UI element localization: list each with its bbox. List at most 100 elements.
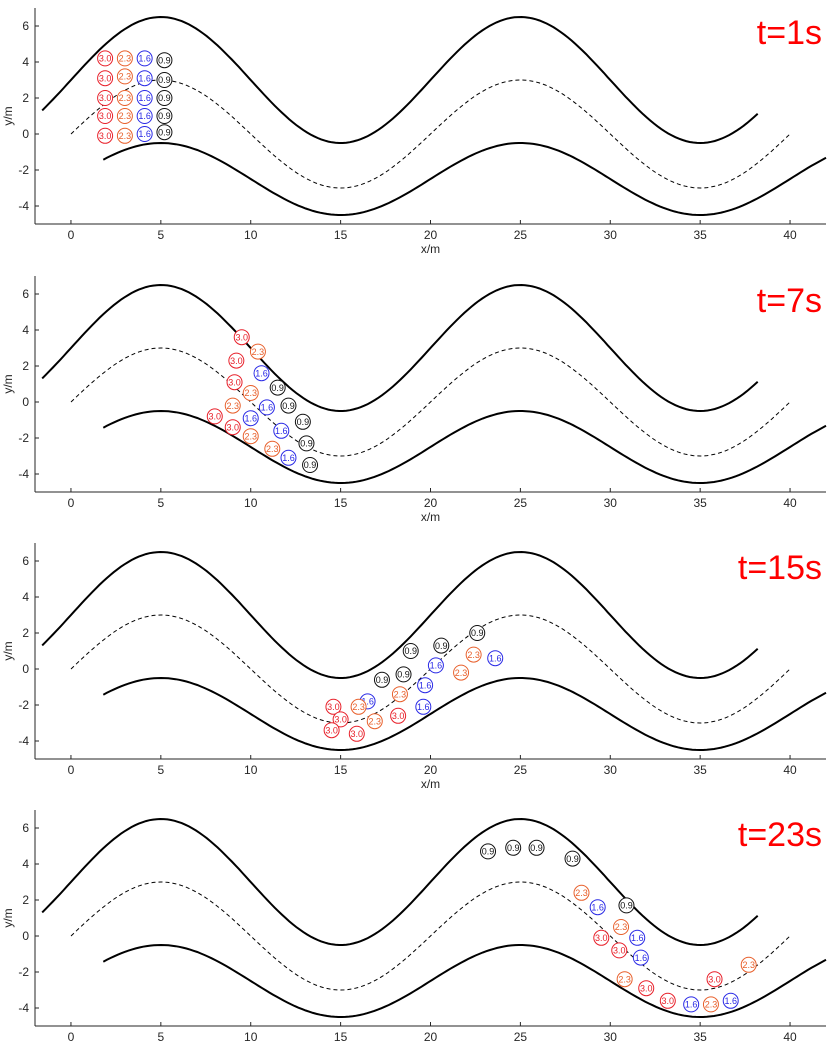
x-tick-label: 40 [783, 1030, 797, 1044]
y-tick-label: 0 [22, 395, 29, 409]
particle-label: 2.3 [266, 444, 279, 454]
particle-0-9: 0.9 [528, 839, 545, 856]
particle-label: 2.3 [244, 388, 257, 398]
y-axis-label: y/m [1, 106, 15, 125]
particle-0-9: 0.9 [156, 72, 173, 88]
particle-0-9: 0.9 [156, 90, 173, 106]
particle-marker [228, 352, 245, 369]
particle-0-9: 0.9 [480, 843, 497, 860]
centerline-dashed-curve [70, 79, 791, 189]
particle-label: 2.3 [455, 668, 468, 678]
particle-label: 0.9 [158, 93, 171, 103]
particle-1-6: 1.6 [589, 899, 606, 916]
particle-label: 0.9 [530, 843, 543, 853]
x-tick-label: 0 [68, 763, 75, 777]
x-tick-label: 20 [424, 496, 438, 510]
particle-3-0: 3.0 [706, 971, 723, 988]
particle-marker [136, 50, 153, 67]
particle-label: 1.6 [138, 129, 151, 139]
particle-2-3: 2.3 [740, 956, 757, 973]
time-label: t=1s [757, 14, 822, 52]
particle-marker [136, 126, 153, 142]
x-axis-label: x/m [421, 777, 440, 791]
particle-marker [233, 329, 250, 346]
x-tick-label: 25 [514, 1030, 528, 1044]
particle-label: 2.3 [615, 922, 628, 932]
particle-label: 0.9 [297, 417, 310, 427]
particle-1-6: 1.6 [253, 365, 270, 382]
y-tick-label: 6 [22, 554, 29, 568]
particle-label: 0.9 [620, 901, 633, 911]
x-tick-label: 40 [783, 496, 797, 510]
particle-label: 0.9 [300, 439, 313, 449]
particle-marker [415, 698, 432, 715]
particle-marker [616, 971, 633, 988]
y-tick-label: 4 [22, 55, 29, 69]
x-tick-label: 30 [604, 228, 618, 242]
particle-label: 3.0 [708, 974, 721, 984]
particle-0-9: 0.9 [564, 850, 581, 867]
particle-marker [226, 374, 243, 391]
x-tick-label: 5 [157, 228, 164, 242]
particle-label: 1.6 [282, 453, 295, 463]
x-tick-label: 0 [68, 228, 75, 242]
particle-label: 3.0 [325, 725, 338, 735]
particle-label: 1.6 [138, 73, 151, 83]
particle-label: 3.0 [351, 729, 364, 739]
particle-1-6: 1.6 [427, 657, 444, 674]
particle-marker [206, 408, 223, 425]
particle-label: 0.9 [471, 628, 484, 638]
particle-1-6: 1.6 [136, 70, 153, 87]
particle-marker [433, 637, 450, 654]
particle-1-6: 1.6 [683, 996, 700, 1013]
particle-label: 3.0 [235, 332, 248, 342]
y-tick-label: 6 [22, 19, 29, 33]
x-tick-label: 35 [693, 496, 707, 510]
particle-marker [325, 698, 342, 715]
y-tick-label: 2 [22, 626, 29, 640]
particle-2-3: 2.3 [465, 646, 482, 663]
particle-marker [280, 397, 297, 414]
particle-marker [564, 850, 581, 867]
particle-marker [629, 929, 646, 946]
particle-marker [136, 70, 153, 87]
particle-1-6: 1.6 [136, 108, 153, 124]
particle-label: 3.0 [226, 422, 239, 432]
particle-marker [156, 90, 173, 106]
y-tick-label: 4 [22, 323, 29, 337]
particle-1-6: 1.6 [487, 650, 504, 667]
particle-marker [156, 108, 173, 124]
particle-label: 1.6 [489, 653, 502, 663]
particle-marker [427, 657, 444, 674]
y-tick-label: 2 [22, 359, 29, 373]
x-tick-label: 20 [424, 228, 438, 242]
particle-marker [722, 992, 739, 1009]
particle-label: 1.6 [631, 933, 644, 943]
particle-marker [632, 949, 649, 966]
particle-marker [593, 929, 610, 946]
particle-label: 0.9 [158, 127, 171, 137]
particle-marker [683, 996, 700, 1013]
particle-3-0: 3.0 [323, 722, 340, 739]
particle-1-6: 1.6 [136, 90, 153, 106]
x-tick-label: 0 [68, 496, 75, 510]
particle-marker [273, 422, 290, 439]
upper-bank-curve [41, 550, 759, 680]
particle-marker [116, 68, 133, 85]
x-tick-label: 10 [244, 1030, 258, 1044]
particle-0-9: 0.9 [469, 625, 486, 641]
x-tick-label: 10 [244, 763, 258, 777]
lower-bank-curve [102, 141, 827, 216]
particle-1-6: 1.6 [722, 992, 739, 1009]
particle-2-3: 2.3 [116, 68, 133, 85]
panel-3: 0 5 10 15 20 25 30 35 40 -4 -2 0 2 4 6 x/m y/m 0.9 0.9 0.9 2… [1, 543, 827, 791]
particle-label: 2.3 [705, 1000, 718, 1010]
particle-marker [242, 385, 259, 401]
y-axis-label: y/m [1, 908, 15, 927]
particle-3-0: 3.0 [390, 707, 407, 724]
particle-label: 3.0 [209, 412, 222, 422]
y-tick-label: 2 [22, 91, 29, 105]
y-tick-label: -4 [18, 467, 29, 481]
time-label: t=23s [738, 816, 822, 854]
particle-marker [280, 449, 297, 466]
